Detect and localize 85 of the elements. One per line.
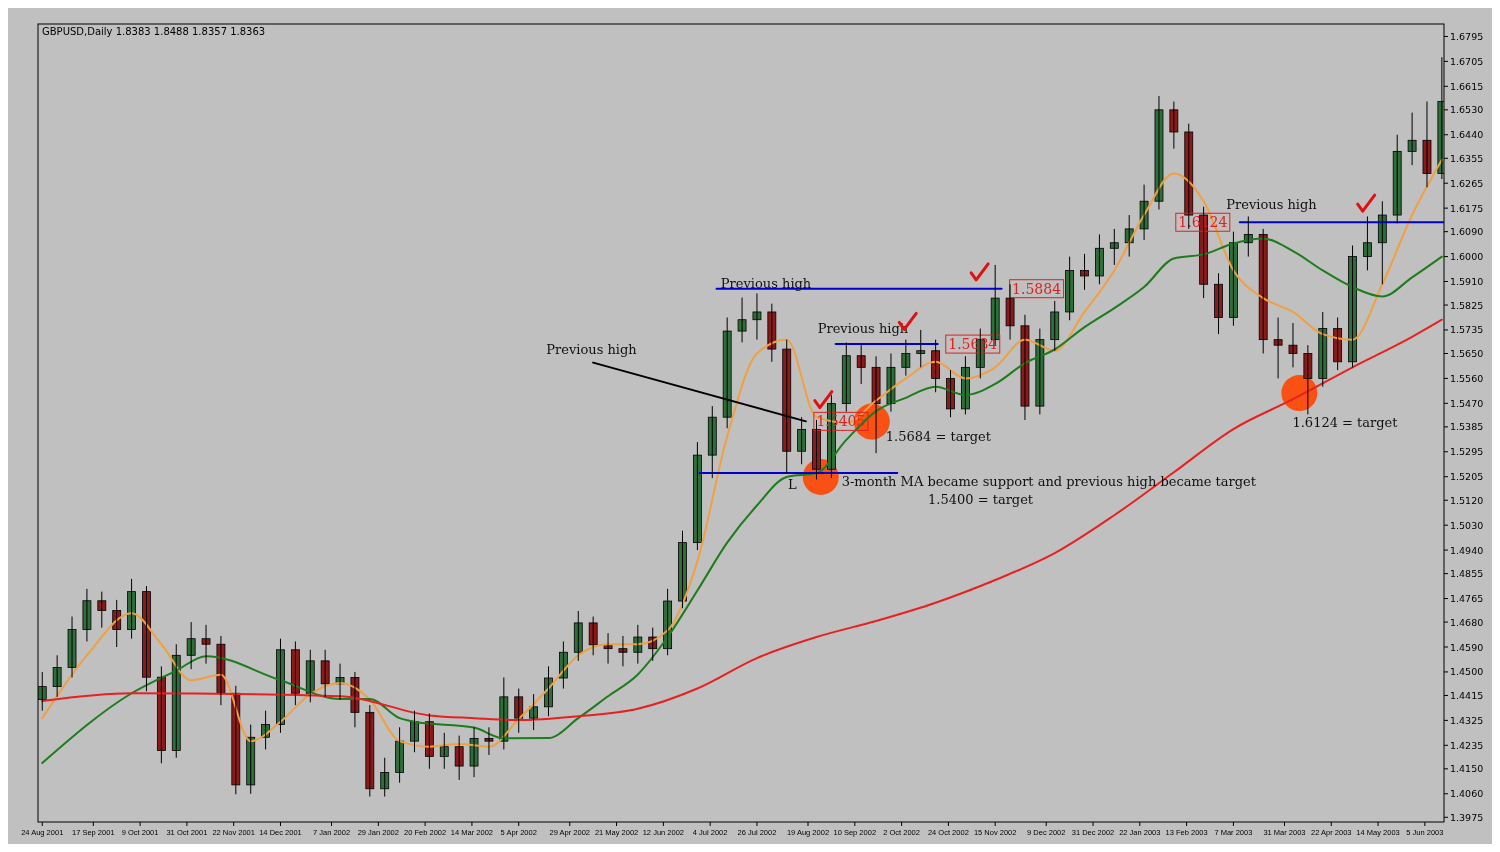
y-tick-label: 1.5825 [1450,299,1484,311]
candlestick [737,297,747,343]
y-tick-label: 1.6705 [1450,55,1484,67]
data-label: 1.5405 [816,413,866,430]
y-tick-label: 1.5470 [1450,397,1484,409]
candlestick [1273,317,1283,379]
candlestick [380,757,390,798]
candlestick [201,624,211,665]
y-tick-label: 1.6440 [1450,129,1484,141]
candlestick [1005,283,1015,341]
y-tick-label: 1.5030 [1450,519,1484,531]
y-tick-label: 1.6000 [1450,251,1484,263]
candlestick [916,329,926,368]
y-tick-label: 1.4940 [1450,544,1484,556]
candlestick [97,591,107,629]
candlestick [454,735,464,781]
y-tick-label: 1.4415 [1450,689,1484,701]
candlestick [1109,228,1119,266]
candlestick [52,654,62,698]
y-tick-label: 1.6175 [1450,202,1484,214]
candlestick [82,588,92,642]
candlestick [618,635,628,667]
annotation: 1.6124 = target [1292,415,1399,431]
y-tick-label: 1.4855 [1450,568,1484,580]
y-tick-label: 1.4500 [1450,666,1484,678]
candlestick [1169,101,1179,150]
candlestick [1303,344,1313,415]
y-tick-label: 1.6090 [1450,226,1484,238]
candlestick [573,610,583,662]
y-tick-label: 1.6795 [1450,30,1484,42]
candlestick [186,621,196,670]
candlestick [320,649,330,698]
y-tick-label: 1.4150 [1450,763,1484,775]
annotation: Previous high [720,276,812,292]
line-series [41,237,1443,765]
candlestick [693,441,702,551]
annotation: Previous high [1226,196,1318,212]
y-tick-label: 1.5910 [1450,276,1484,288]
y-tick-label: 1.3975 [1450,811,1484,823]
candlestick [395,726,404,784]
y-tick-label: 1.6265 [1450,177,1484,189]
y-tick-label: 1.6530 [1450,104,1484,116]
candlestick [1407,112,1417,166]
y-tick-label: 1.5295 [1450,446,1484,458]
candlestick [901,339,911,377]
y-tick-label: 1.5560 [1450,372,1484,384]
y-tick-label: 1.6355 [1450,152,1484,164]
candlestick [1363,215,1372,271]
y-tick-label: 1.4680 [1450,616,1484,628]
candlestick [752,292,762,341]
candlestick [841,341,851,413]
candlestick [1095,233,1104,285]
y-tick-label: 1.5650 [1450,348,1484,359]
y-tick-label: 1.4060 [1450,788,1484,800]
candlestick [1080,253,1089,291]
y-tick-label: 1.6615 [1450,80,1484,92]
annotation: 1.5400 = target [928,491,1034,507]
y-tick-label: 1.5385 [1450,421,1484,433]
y-tick-label: 1.4325 [1450,714,1484,726]
candlestick [856,344,866,385]
chart-title: GBPUSD,Daily 1.8383 1.8488 1.8357 1.8363 [42,26,266,37]
y-tick-label: 1.5120 [1450,494,1484,506]
candlestick [707,405,717,479]
candlestick [1288,322,1298,368]
annotation: 3-month MA became support and previous high became target [841,474,1257,490]
candlestick [1214,272,1223,335]
annotation: 1.5684 = target [885,428,992,444]
candlestick [1050,300,1060,352]
candlestick [439,732,449,770]
candlestick [1422,101,1432,188]
candlestick [588,616,598,656]
y-tick-label: 1.5735 [1450,324,1484,336]
y-tick-label: 1.4590 [1450,641,1484,653]
y-tick-label: 1.4235 [1450,739,1484,751]
candlestick [1065,256,1075,321]
candlestick [1392,134,1402,224]
annotation: L [787,477,797,493]
line-series [41,158,1443,748]
candlestick [67,616,77,678]
candlestick [484,726,494,756]
y-tick-label: 1.5205 [1450,471,1484,483]
annotation: Previous high [546,341,638,357]
y-tick-label: 1.4765 [1450,593,1484,605]
candlestick [365,704,375,798]
data-label: 1.5884 [1012,280,1062,297]
